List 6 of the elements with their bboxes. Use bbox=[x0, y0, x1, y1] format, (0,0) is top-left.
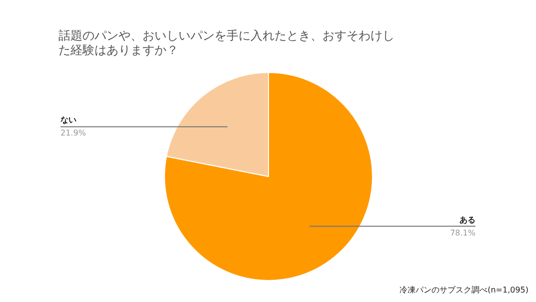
data-label: 78.1% bbox=[450, 228, 476, 238]
chart-title: 話題のパンや、おいしいパンを手に入れたとき、おすそわけした経験はありますか？ bbox=[58, 28, 394, 58]
text: 冷凍パンのサブスク調べ(n=1,095) bbox=[400, 286, 529, 294]
slice-label: ない bbox=[60, 116, 76, 125]
data-label: 21.9% bbox=[60, 128, 86, 138]
slice-label: ある bbox=[460, 215, 476, 224]
